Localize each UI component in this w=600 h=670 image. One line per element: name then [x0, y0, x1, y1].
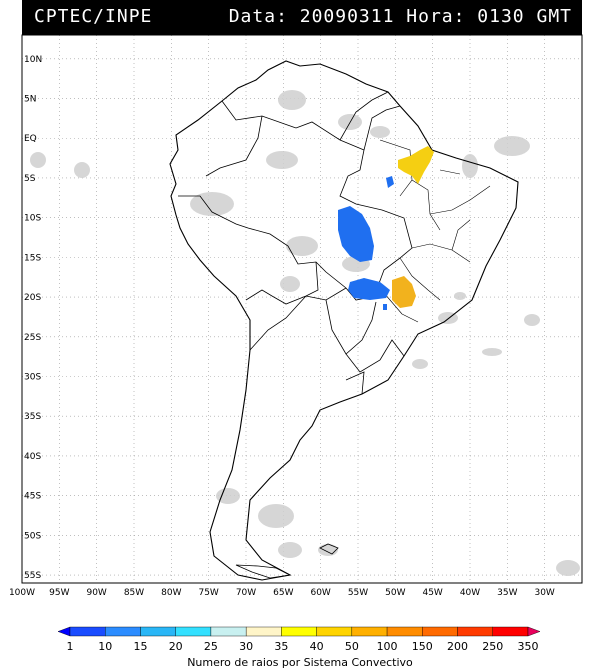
colorbar-swatch: [457, 626, 493, 637]
colorbar-swatch: [210, 626, 247, 637]
cloud-patch: [370, 126, 390, 138]
lon-label: 45W: [422, 588, 442, 598]
lat-label: EQ: [24, 134, 37, 144]
lon-label: 90W: [86, 588, 106, 598]
colorbar-swatch: [105, 626, 141, 637]
lon-label: 80W: [161, 588, 181, 598]
title-bar: CPTEC/INPE Data: 20090311 Hora: 0130 GMT: [22, 0, 582, 35]
map-frame: [21, 34, 583, 584]
lon-label: 100W: [9, 588, 35, 598]
cloud-patch: [266, 151, 298, 169]
colorbar-tick: 25: [204, 640, 218, 653]
colorbar-swatch: [245, 626, 282, 637]
lon-label: 75W: [198, 588, 218, 598]
continent-outline: [169, 60, 519, 581]
cloud-cover-layer: [30, 90, 580, 576]
cloud-patch: [412, 359, 428, 369]
cloud-patch: [280, 276, 300, 292]
colorbar-tick: 50: [345, 640, 359, 653]
cloud-patch: [524, 314, 540, 326]
lat-label: 10N: [24, 55, 42, 65]
tierra-del-fuego: [235, 564, 292, 579]
lon-label: 85W: [124, 588, 144, 598]
lat-label: 25S: [24, 333, 41, 343]
colorbar-tick: 35: [274, 640, 288, 653]
storm-system-blue-north: [386, 176, 394, 188]
lat-label: 55S: [24, 571, 41, 581]
colorbar-tick: 100: [377, 640, 398, 653]
colorbar: 1 10 15 20 25 30 35 40 50 100 150 200 250 350: [57, 626, 541, 653]
lat-label: 45S: [24, 492, 41, 502]
lon-label: 50W: [385, 588, 405, 598]
colorbar-tick: 40: [310, 640, 324, 653]
lon-label: 60W: [310, 588, 330, 598]
cloud-patch: [454, 292, 466, 300]
lat-label: 40S: [24, 452, 41, 462]
storm-system-orange: [392, 276, 416, 308]
lon-label: 95W: [49, 588, 69, 598]
colorbar-swatch: [422, 626, 458, 637]
storm-system-blue-dot: [383, 304, 387, 310]
colorbar-tick: 10: [98, 640, 112, 653]
lat-label: 5N: [24, 95, 36, 105]
colorbar-swatch: [492, 626, 529, 637]
colorbar-tick: 150: [412, 640, 433, 653]
cloud-patch: [462, 154, 478, 178]
country-borders: [178, 91, 413, 395]
storm-system-blue-south: [348, 278, 390, 300]
colorbar-tick: 350: [518, 640, 539, 653]
latitude-labels: 10N 5N EQ 5S 10S 15S 20S 25S 30S 35S 40S 45S 50S 55S: [24, 55, 42, 581]
colorbar-swatch: [69, 626, 106, 637]
lat-label: 10S: [24, 214, 41, 224]
lon-label: 30W: [534, 588, 554, 598]
lat-label: 20S: [24, 293, 41, 303]
lat-label: 50S: [24, 531, 41, 541]
lat-label: 30S: [24, 373, 41, 383]
cloud-patch: [74, 162, 90, 178]
lon-label: 35W: [497, 588, 517, 598]
convective-systems-layer: [338, 146, 434, 310]
datetime-label: Data: 20090311 Hora: 0130 GMT: [228, 6, 572, 27]
lon-label: 40W: [460, 588, 480, 598]
cloud-patch: [286, 236, 318, 256]
source-label: CPTEC/INPE: [34, 6, 153, 27]
cloud-patch: [278, 90, 306, 110]
cloud-patch: [556, 560, 580, 576]
colorbar-swatch: [140, 626, 176, 637]
south-america-outline: [169, 60, 519, 581]
colorbar-label: Numero de raios por Sistema Convectivo: [187, 656, 413, 669]
lat-label: 5S: [24, 174, 36, 184]
lat-label: 35S: [24, 412, 41, 422]
colorbar-tick: 200: [447, 640, 468, 653]
colorbar-swatch: [351, 626, 388, 637]
colorbar-swatch: [386, 626, 423, 637]
colorbar-tick: 30: [239, 640, 253, 653]
longitude-labels: 100W 95W 90W 85W 80W 75W 70W 65W 60W 55W 50W 45W 40W…: [9, 588, 555, 598]
cloud-patch: [494, 136, 530, 156]
cloud-patch: [318, 544, 338, 556]
lon-label: 70W: [236, 588, 256, 598]
cloud-patch: [278, 542, 302, 558]
lon-label: 55W: [348, 588, 368, 598]
colorbar-tick: 250: [482, 640, 503, 653]
colorbar-tick: 15: [133, 640, 147, 653]
lat-label: 15S: [24, 253, 41, 263]
lon-label: 65W: [273, 588, 293, 598]
cloud-patch: [482, 348, 502, 356]
storm-system-yellow: [398, 146, 434, 184]
cloud-patch: [216, 488, 240, 504]
colorbar-swatch: [316, 626, 353, 637]
colorbar-swatch: [175, 626, 212, 637]
colorbar-arrow-high: [527, 626, 541, 637]
cloud-patch: [30, 152, 46, 168]
colorbar-tick: 20: [169, 640, 183, 653]
cloud-patch: [258, 504, 294, 528]
colorbar-swatch: [281, 626, 317, 637]
colorbar-tick: 1: [67, 640, 74, 653]
graticule: [21, 35, 582, 583]
falkland-islands: [319, 543, 339, 555]
storm-system-blue-large: [338, 206, 374, 262]
colorbar-arrow-low: [57, 626, 71, 637]
